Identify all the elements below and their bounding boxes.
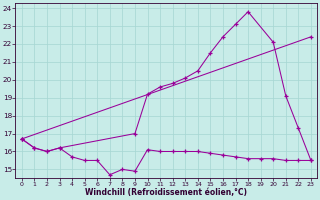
X-axis label: Windchill (Refroidissement éolien,°C): Windchill (Refroidissement éolien,°C) — [85, 188, 247, 197]
